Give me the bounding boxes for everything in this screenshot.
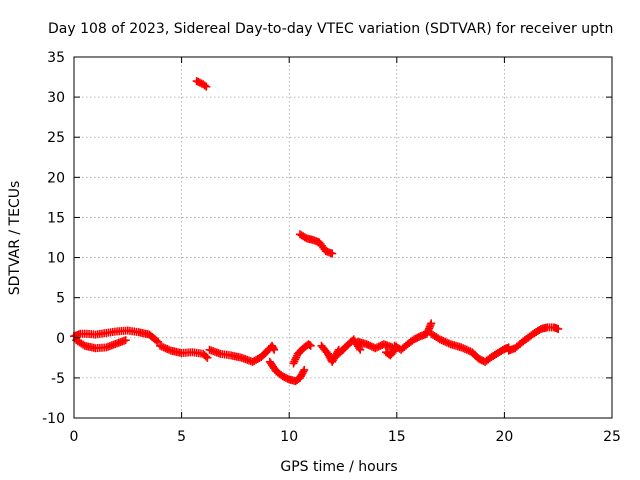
data-point	[464, 346, 473, 355]
y-tick-label: 5	[56, 291, 65, 307]
y-tick-label: 35	[47, 50, 65, 66]
data-point	[460, 345, 469, 354]
data-point	[389, 347, 398, 356]
data-point	[152, 336, 161, 345]
y-tick-label: 0	[56, 331, 65, 347]
data-point	[457, 343, 466, 352]
data-point	[554, 324, 563, 333]
data-point	[163, 345, 172, 354]
axis-layer: 0 5 10 15 20 25 -10 -5 0 5 10 15 20 25 30 35	[42, 50, 621, 445]
data-segment	[504, 323, 563, 355]
x-tick-label: 20	[495, 429, 513, 445]
data-segment	[72, 336, 130, 353]
grid-layer	[74, 57, 612, 418]
data-point	[299, 367, 308, 376]
data-point	[159, 343, 168, 352]
y-tick-label: 15	[47, 210, 65, 226]
data-point	[306, 341, 315, 350]
data-point	[305, 340, 314, 349]
data-point	[203, 353, 212, 362]
data-point	[200, 81, 209, 90]
data-segment	[295, 230, 337, 258]
data-point	[201, 352, 210, 361]
y-tick-label: -10	[42, 411, 65, 427]
data-segment	[192, 77, 211, 91]
data-point	[437, 336, 446, 345]
data-point	[121, 336, 130, 345]
data-point	[300, 365, 309, 374]
data-point	[161, 344, 170, 353]
data-point	[157, 342, 166, 351]
x-tick-label: 25	[603, 429, 621, 445]
data-point	[270, 345, 279, 354]
x-tick-label: 10	[280, 429, 298, 445]
y-tick-label: -5	[51, 371, 65, 387]
data-point	[153, 337, 162, 346]
x-tick-label: 0	[70, 429, 79, 445]
data-point	[459, 344, 468, 353]
data-point	[156, 341, 165, 350]
data-segment	[205, 341, 279, 366]
data-segment	[156, 341, 212, 362]
data-segment	[334, 335, 365, 358]
data-point	[439, 336, 448, 345]
y-tick-label: 10	[47, 251, 65, 267]
data-segment	[289, 340, 315, 368]
data-point	[79, 340, 88, 349]
data-segment	[427, 329, 513, 366]
data-point	[328, 249, 337, 258]
data-point	[356, 345, 365, 354]
y-tick-label: 25	[47, 130, 65, 146]
y-tick-label: 30	[47, 90, 65, 106]
data-point	[462, 345, 471, 354]
x-axis-label: GPS time / hours	[280, 459, 397, 475]
data-segment	[390, 319, 436, 354]
data-point	[165, 345, 174, 354]
data-point	[441, 337, 450, 346]
data-segment	[354, 337, 397, 353]
y-axis-label: SDTVAR / TECUs	[7, 181, 23, 296]
plot-frame	[73, 56, 613, 419]
data-segment	[265, 357, 309, 386]
data-point	[444, 339, 453, 348]
data-point	[435, 335, 444, 344]
data-point	[202, 82, 211, 91]
data-point	[427, 319, 436, 328]
data-layer	[70, 77, 563, 386]
chart-title: Day 108 of 2023, Sidereal Day-to-day VTE…	[48, 21, 613, 37]
x-tick-label: 15	[388, 429, 406, 445]
y-tick-label: 20	[47, 170, 65, 186]
x-tick-label: 5	[177, 429, 186, 445]
data-point	[443, 338, 452, 347]
